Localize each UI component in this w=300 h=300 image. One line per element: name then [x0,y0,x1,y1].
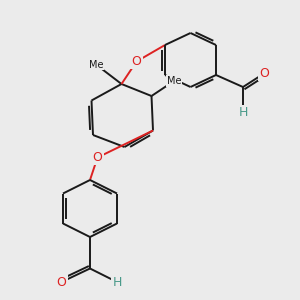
Text: O: O [57,275,66,289]
Text: H: H [112,275,122,289]
Text: H: H [238,106,248,119]
Text: O: O [132,55,141,68]
Text: O: O [93,151,102,164]
Text: Me: Me [89,59,103,70]
Text: Me: Me [167,76,181,86]
Text: O: O [259,67,269,80]
